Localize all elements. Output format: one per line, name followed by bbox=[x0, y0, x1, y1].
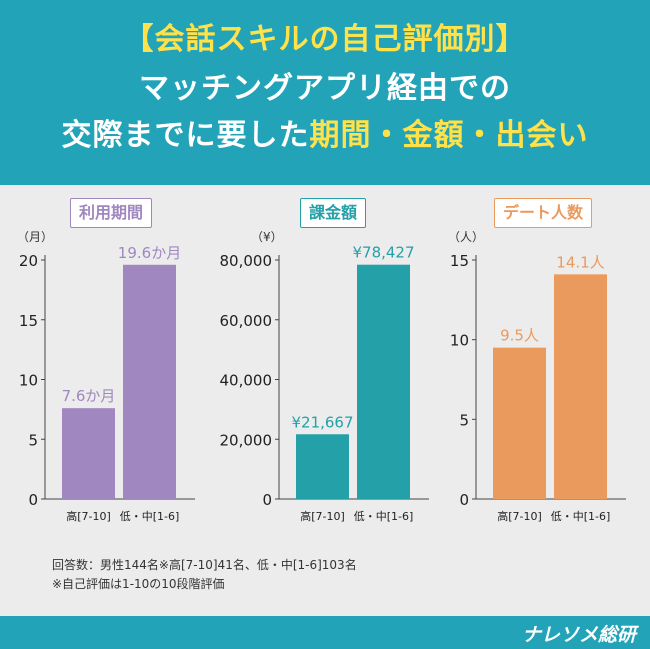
data-label: 7.6か月 bbox=[62, 387, 116, 405]
y-tick-label: 5 bbox=[28, 431, 38, 449]
category-label: 高[7-10] bbox=[497, 509, 542, 523]
chart-title-spend: 課金額 bbox=[300, 198, 367, 228]
y-tick-label: 15 bbox=[19, 312, 38, 330]
category-label: 低・中[1-6] bbox=[120, 510, 180, 523]
y-tick-label: 0 bbox=[459, 491, 469, 509]
title-line-3-prefix: 交際までに要した bbox=[61, 118, 310, 153]
chart-spend: （¥） 0 20,000 40,000 60,000 80,000 ¥21,667 高[7-1… bbox=[220, 230, 429, 523]
bar bbox=[296, 434, 349, 499]
chart-panel-period: 利用期間 （月） 0 5 10 15 20 7.6か月高[7-10] 19.6か月低・中[1-… bbox=[0, 190, 217, 540]
bar bbox=[357, 264, 410, 499]
footnote-scale: ※自己評価は1-10の10段階評価 bbox=[52, 577, 225, 591]
y-tick-label: 20,000 bbox=[220, 431, 273, 449]
brand-logo-text: ナレソメ総研 bbox=[521, 624, 636, 646]
title-line-2: マッチングアプリ経由での bbox=[139, 71, 511, 106]
y-tick-label: 5 bbox=[459, 411, 469, 429]
y-tick-label: 20 bbox=[19, 252, 38, 270]
y-tick-label: 40,000 bbox=[220, 372, 273, 390]
chart-dates: （人） 0 5 10 15 9.5人高[7-10] 14.1人低・中[1-6] bbox=[448, 230, 626, 523]
title-line-3: 交際までに要した期間・金額・出会い bbox=[0, 110, 650, 154]
chart-panel-dates: デート人数 （人） 0 5 10 15 9.5人高[7-10] 14.1人低・中[1-6] bbox=[434, 190, 650, 540]
category-label: 低・中[1-6] bbox=[354, 510, 414, 523]
bar bbox=[62, 408, 115, 499]
y-tick-label: 10 bbox=[19, 372, 38, 390]
title-line-1: 【会話スキルの自己評価別】 bbox=[123, 22, 527, 57]
chart-title-period: 利用期間 bbox=[70, 198, 153, 228]
data-label: ¥78,427 bbox=[352, 244, 414, 262]
y-tick-label: 15 bbox=[450, 252, 469, 270]
bar bbox=[123, 264, 176, 499]
data-label: ¥21,667 bbox=[291, 413, 353, 431]
data-label: 19.6か月 bbox=[118, 244, 181, 262]
header-curve bbox=[0, 150, 650, 176]
bar bbox=[554, 274, 607, 499]
chart-title-dates: デート人数 bbox=[494, 198, 593, 228]
chart-panel-spend: 課金額 （¥） 0 20,000 40,000 60,000 80,000 ¥21,667 高… bbox=[217, 190, 434, 540]
unit-label: （¥） bbox=[251, 230, 283, 244]
unit-label: （月） bbox=[17, 230, 53, 244]
y-tick-label: 10 bbox=[450, 332, 469, 350]
category-label: 高[7-10] bbox=[66, 509, 111, 523]
data-label: 9.5人 bbox=[500, 327, 539, 345]
y-tick-label: 0 bbox=[28, 491, 38, 509]
y-tick-label: 60,000 bbox=[220, 312, 273, 330]
data-label: 14.1人 bbox=[556, 253, 604, 271]
bar bbox=[493, 347, 546, 499]
title-line-3-accent: 期間・金額・出会い bbox=[309, 118, 589, 153]
category-label: 高[7-10] bbox=[300, 509, 345, 523]
y-tick-label: 0 bbox=[262, 491, 272, 509]
y-tick-label: 80,000 bbox=[220, 252, 273, 270]
unit-label: （人） bbox=[448, 230, 484, 244]
category-label: 低・中[1-6] bbox=[551, 510, 611, 523]
footer-bar: ナレソメ総研 bbox=[0, 616, 650, 649]
footnote-respondents: 回答数：男性144名※高[7-10]41名、低・中[1-6]103名 bbox=[52, 558, 357, 572]
